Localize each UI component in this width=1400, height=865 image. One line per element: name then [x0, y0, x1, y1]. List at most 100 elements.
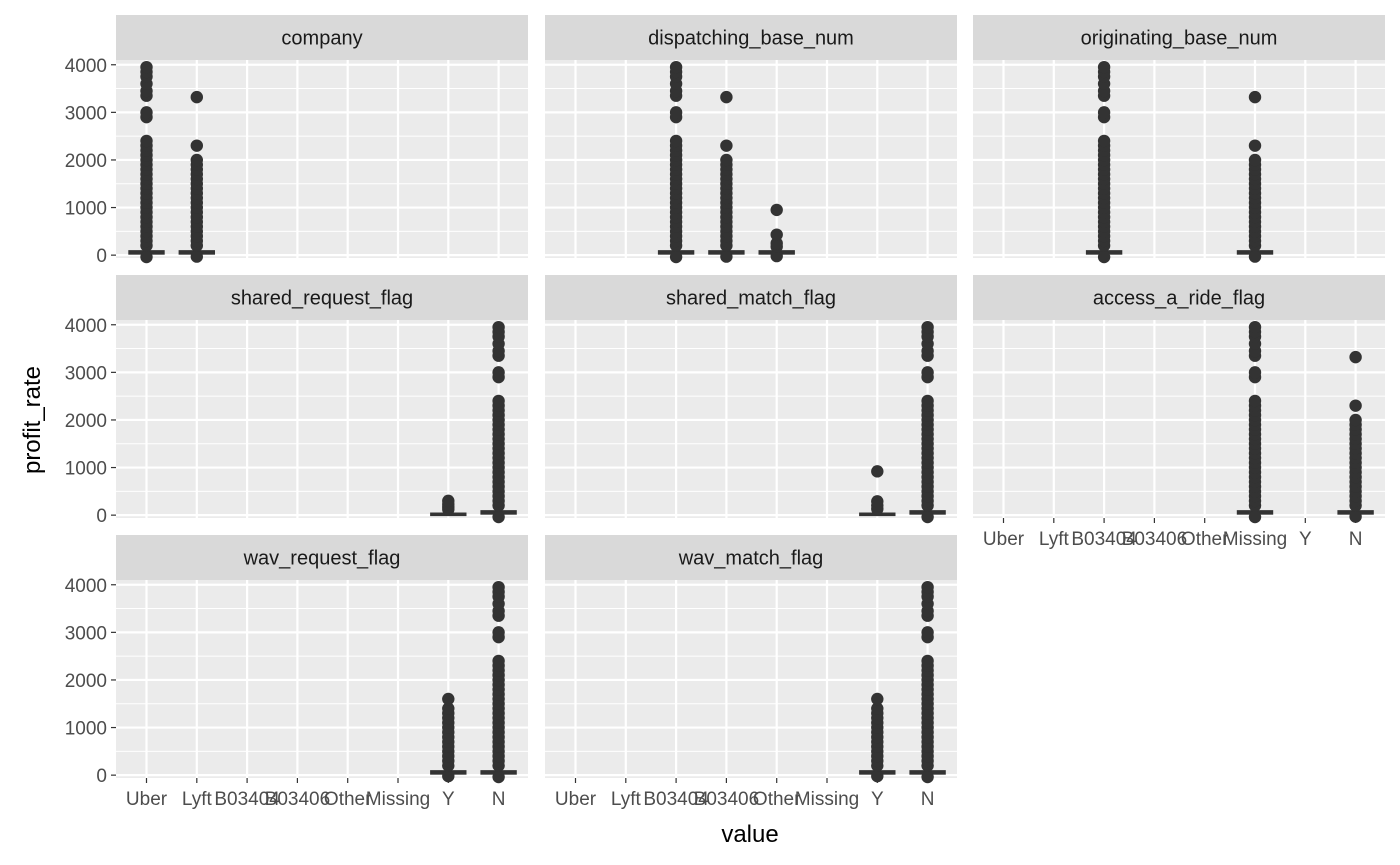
- outlier-point: [442, 494, 455, 508]
- x-tick-label: N: [492, 789, 506, 810]
- facet-wav_match_flag: wav_match_flag Uber Lyft B03404B03406OtherM…: [545, 535, 957, 810]
- outlier-point: [1248, 320, 1262, 334]
- outlier-point: [1097, 134, 1111, 148]
- outlier-point: [720, 250, 733, 263]
- facet-strip: [116, 535, 528, 580]
- outlier-point: [921, 510, 934, 524]
- outlier-point: [1248, 510, 1262, 524]
- outlier-point: [720, 153, 733, 167]
- outlier-point: [1248, 153, 1262, 167]
- x-tick-label: Uber: [983, 529, 1025, 550]
- outlier-point: [921, 320, 934, 334]
- facet-shared_request_flag: shared_request_flag 0 1000 2000 3000 4000: [65, 275, 528, 527]
- y-tick-label: 4000: [65, 316, 107, 337]
- facet-strip-label: wav_request_flag: [243, 548, 401, 570]
- x-tick-label: B03406: [265, 789, 331, 810]
- y-tick-label: 4000: [65, 56, 107, 77]
- outlier-point: [871, 702, 884, 715]
- facet-originating_base_num: originating_base_num: [973, 15, 1385, 264]
- outlier-point: [1248, 394, 1262, 408]
- outlier-point: [871, 769, 884, 783]
- outlier-point: [442, 769, 455, 783]
- boxplot-Y: [859, 692, 896, 783]
- outlier-point: [140, 106, 153, 119]
- x-tick-label: Other: [1181, 529, 1229, 550]
- x-tick-label: B03406: [694, 789, 760, 810]
- boxplot-B03404: [1085, 60, 1123, 264]
- outlier-point: [669, 134, 683, 148]
- facet-strip-label: originating_base_num: [1081, 28, 1278, 50]
- y-tick-label: 2000: [65, 671, 107, 692]
- x-tick-label: B03404: [214, 789, 280, 810]
- facet-strip: [973, 275, 1385, 320]
- boxplot-Other: [758, 203, 795, 263]
- outlier-point: [140, 60, 153, 74]
- outlier-point: [190, 90, 203, 104]
- y-tick-label: 0: [96, 766, 107, 787]
- facet-strip: [116, 15, 528, 60]
- outlier-point: [669, 250, 683, 264]
- outlier-point: [1349, 399, 1362, 412]
- outlier-point: [921, 366, 934, 379]
- facet-company: company 0 1000 2000 3000 4000: [65, 15, 528, 267]
- boxplot-N: [909, 580, 946, 784]
- y-tick-label: 2000: [65, 151, 107, 172]
- y-tick-label: 3000: [65, 363, 107, 384]
- y-tick-label: 0: [96, 246, 107, 267]
- outlier-point: [492, 510, 505, 524]
- x-tick-label: Y: [871, 789, 884, 810]
- x-tick-label: Missing: [1223, 529, 1287, 550]
- facet-strip: [545, 535, 957, 580]
- outlier-point: [921, 770, 934, 784]
- outlier-point: [921, 580, 934, 594]
- boxplot-N: [909, 320, 946, 524]
- x-tick-label: B03404: [1071, 529, 1137, 550]
- facet-shared_match_flag: shared_match_flag: [545, 275, 957, 524]
- outlier-point: [1248, 366, 1262, 379]
- facet-access_a_ride_flag: access_a_ride_flag Uber Lyft B03404B03406Ot…: [973, 275, 1385, 550]
- outlier-point: [720, 139, 733, 152]
- outlier-point: [1349, 413, 1362, 427]
- x-tick-label: B03406: [1122, 529, 1188, 550]
- x-tick-label: Lyft: [611, 789, 642, 810]
- y-tick-label: 3000: [65, 623, 107, 644]
- facet-wav_request_flag: wav_request_flag 0 1000 2000 3000 4000 Uber Lyf…: [65, 535, 528, 810]
- y-tick-label: 1000: [65, 719, 107, 740]
- x-tick-label: Lyft: [1039, 529, 1070, 550]
- outlier-point: [720, 90, 733, 104]
- y-tick-label: 1000: [65, 199, 107, 220]
- outlier-point: [442, 702, 455, 715]
- boxplot-Y: [859, 465, 896, 517]
- x-axis-title: value: [721, 821, 778, 848]
- boxplot-Missing: [1236, 90, 1274, 263]
- facet-strip-label: wav_match_flag: [678, 548, 824, 570]
- outlier-point: [1248, 139, 1262, 152]
- facet-strip: [545, 15, 957, 60]
- facet-dispatching_base_num: dispatching_base_num: [545, 15, 957, 264]
- outlier-point: [669, 60, 683, 74]
- y-tick-label: 2000: [65, 411, 107, 432]
- outlier-point: [921, 394, 934, 408]
- boxplot-Lyft: [178, 90, 216, 263]
- outlier-point: [190, 153, 203, 167]
- outlier-point: [1248, 250, 1262, 263]
- outlier-point: [1097, 250, 1111, 264]
- facet-strip-label: shared_request_flag: [231, 288, 413, 310]
- facet-panels: company 0 1000 2000 3000 4000 dispatching_base…: [65, 15, 1385, 810]
- outlier-point: [492, 366, 505, 379]
- y-tick-label: 3000: [65, 103, 107, 124]
- outlier-point: [1349, 510, 1362, 523]
- boxplot-N: [1337, 350, 1374, 523]
- x-tick-label: Y: [442, 789, 455, 810]
- outlier-point: [770, 203, 783, 217]
- boxplot-Y: [430, 494, 467, 517]
- x-tick-label: Missing: [795, 789, 859, 810]
- boxplot-N: [480, 580, 517, 784]
- outlier-point: [921, 654, 934, 668]
- boxplot-Y: [430, 692, 467, 783]
- outlier-point: [770, 249, 783, 263]
- outlier-point: [921, 626, 934, 639]
- outlier-point: [492, 580, 505, 594]
- y-axis-title: profit_rate: [19, 366, 46, 474]
